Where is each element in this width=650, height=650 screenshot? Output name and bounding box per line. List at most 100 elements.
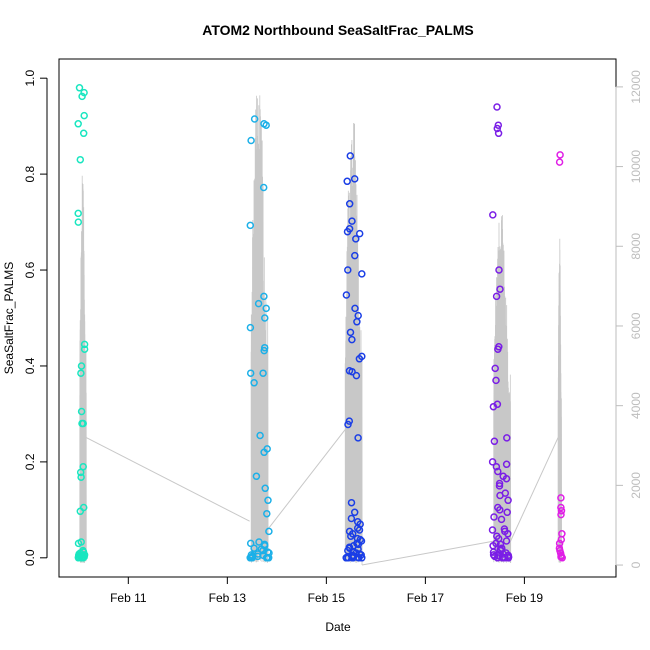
x-tick-label: Feb 15 xyxy=(308,591,346,605)
altitude-transit-4 xyxy=(510,437,559,542)
y-tick-label: 1.0 xyxy=(23,70,37,87)
data-point-series-1 xyxy=(74,218,83,226)
data-point-series-1 xyxy=(76,507,85,516)
data-point-series-4 xyxy=(494,345,502,353)
data-point-series-4 xyxy=(503,434,511,442)
data-point-series-3 xyxy=(344,420,352,429)
x-tick-label: Feb 19 xyxy=(506,591,544,605)
data-point-series-3 xyxy=(347,514,356,523)
data-point-series-3 xyxy=(343,227,352,236)
data-point-series-5 xyxy=(556,151,564,159)
data-point-series-2 xyxy=(261,314,269,322)
data-point-series-2 xyxy=(250,379,258,387)
data-point-series-4 xyxy=(495,479,504,488)
data-point-series-4 xyxy=(492,292,501,301)
data-point-series-2 xyxy=(261,484,269,493)
altitude-transit-1 xyxy=(86,437,250,522)
data-point-series-1 xyxy=(74,120,82,128)
data-point-series-1 xyxy=(80,345,89,353)
data-point-series-5 xyxy=(557,507,566,515)
data-point-series-1 xyxy=(74,209,82,218)
data-point-series-2 xyxy=(260,346,268,355)
data-point-series-4 xyxy=(489,211,497,219)
data-point-series-1 xyxy=(77,473,85,481)
data-point-series-2 xyxy=(257,545,266,553)
data-point-series-5 xyxy=(557,510,565,519)
data-point-series-2 xyxy=(250,544,258,552)
data-point-series-4 xyxy=(493,554,502,562)
data-point-series-3 xyxy=(355,526,364,534)
data-point-series-1 xyxy=(74,539,83,548)
data-point-series-4 xyxy=(495,482,504,490)
data-point-series-4 xyxy=(490,437,499,446)
data-point-series-4 xyxy=(488,526,497,534)
data-point-series-4 xyxy=(494,467,502,476)
data-point-series-2 xyxy=(263,509,271,518)
y2-tick-label: 8000 xyxy=(629,233,643,260)
x-tick-label: Feb 17 xyxy=(407,591,445,605)
data-point-series-1 xyxy=(80,88,88,97)
y-tick-label: 0.2 xyxy=(23,453,37,470)
data-point-series-3 xyxy=(352,235,360,243)
data-point-series-5 xyxy=(557,535,566,544)
data-point-series-4 xyxy=(503,508,511,517)
data-point-series-1 xyxy=(80,340,89,349)
data-point-series-3 xyxy=(346,152,355,160)
data-point-series-3 xyxy=(353,318,361,326)
data-point-series-4 xyxy=(497,515,506,524)
data-point-series-4 xyxy=(496,506,504,514)
y-tick-label: 0.0 xyxy=(23,549,37,566)
data-point-series-4 xyxy=(495,266,503,274)
points-layer xyxy=(74,84,566,562)
data-point-series-5 xyxy=(558,554,566,562)
data-point-series-5 xyxy=(557,503,565,512)
data-point-series-4 xyxy=(501,554,509,562)
data-point-series-5 xyxy=(557,494,565,502)
data-point-series-4 xyxy=(493,124,502,133)
data-point-series-3 xyxy=(354,434,362,442)
data-point-series-5 xyxy=(555,158,564,166)
data-point-series-2 xyxy=(248,554,256,562)
y-tick-label: 0.6 xyxy=(23,261,37,278)
data-point-series-4 xyxy=(491,364,499,373)
data-point-series-4 xyxy=(488,458,497,466)
altitude-layer xyxy=(79,95,562,566)
data-point-series-2 xyxy=(246,539,255,548)
x-tick-label: Feb 11 xyxy=(110,591,147,605)
data-point-series-4 xyxy=(494,121,503,129)
data-point-series-3 xyxy=(346,328,355,337)
data-point-series-3 xyxy=(355,229,364,238)
data-point-series-2 xyxy=(262,304,270,313)
data-point-series-2 xyxy=(259,183,268,192)
data-point-series-3 xyxy=(342,291,351,299)
data-point-series-3 xyxy=(358,554,366,562)
data-point-series-2 xyxy=(264,554,273,562)
data-point-series-3 xyxy=(351,251,359,260)
data-point-series-2 xyxy=(254,299,263,308)
data-point-series-3 xyxy=(351,304,359,313)
data-point-series-1 xyxy=(76,155,85,164)
data-point-series-4 xyxy=(492,462,501,471)
data-point-series-3 xyxy=(352,371,361,380)
data-point-series-2 xyxy=(250,115,259,123)
data-point-series-1 xyxy=(77,362,86,370)
y-tick-label: 0.8 xyxy=(23,165,37,182)
data-point-series-2 xyxy=(262,121,270,129)
data-point-series-1 xyxy=(77,407,86,416)
data-point-series-3 xyxy=(353,524,362,532)
data-point-series-3 xyxy=(348,335,356,344)
data-point-series-2 xyxy=(265,527,273,536)
data-point-series-3 xyxy=(350,508,359,517)
data-point-series-4 xyxy=(496,285,504,293)
y2-tick-label: 4000 xyxy=(629,392,643,419)
data-point-series-4 xyxy=(489,548,498,556)
data-point-series-4 xyxy=(498,554,507,562)
data-point-series-1 xyxy=(75,84,84,92)
altitude-transit-2 xyxy=(267,429,346,530)
data-point-series-3 xyxy=(344,554,352,562)
data-point-series-4 xyxy=(504,496,512,505)
data-point-series-3 xyxy=(355,355,364,363)
data-point-series-3 xyxy=(348,217,356,225)
data-point-series-3 xyxy=(348,367,356,376)
